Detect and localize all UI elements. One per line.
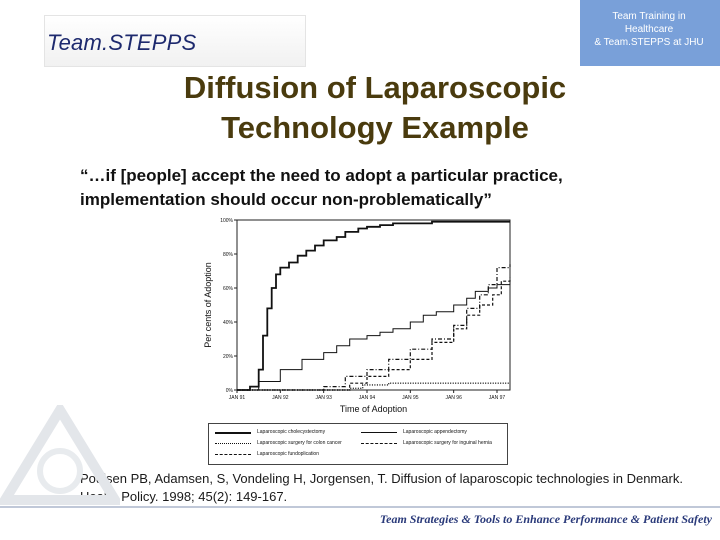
legend-label-cholecystectomy: Laparoscopic cholecystectomy	[257, 429, 326, 435]
chart-legend: Laparoscopic cholecystectomy Laparoscopi…	[208, 423, 508, 465]
corner-line-2: Healthcare	[624, 24, 674, 35]
x-tick-label: JAN 97	[489, 395, 506, 401]
legend-swatch-fundoplication	[215, 454, 251, 455]
y-tick-label: 20%	[223, 354, 234, 360]
triangle-logo-shape	[0, 405, 120, 505]
slide-title-line-1: Diffusion of Laparoscopic	[183, 70, 567, 105]
y-tick-label: 40%	[223, 320, 234, 326]
triangle-logo-watermark	[0, 405, 120, 505]
corner-line-1: Team Training in	[612, 11, 686, 22]
footer-tagline: Team Strategies & Tools to Enhance Perfo…	[379, 512, 712, 526]
y-tick-label: 100%	[220, 218, 233, 224]
chart-labels-layer: 0% 20% 40% 60% 80% 100% JAN 91 JAN 92 JAN 93 JAN …	[203, 218, 505, 414]
legend-label-colon-cancer: Laparoscopic surgery for colon cancer	[257, 440, 342, 446]
y-tick-label: 0%	[226, 388, 234, 394]
series-line-4	[237, 264, 511, 391]
legend-label-fundoplication: Laparoscopic fundoplication	[257, 451, 319, 457]
series-line-5	[237, 277, 511, 391]
chart-series-layer	[237, 220, 511, 391]
y-axis-label: Per cents of Adoption	[203, 262, 213, 348]
x-tick-label: JAN 93	[315, 395, 332, 401]
footer-divider	[0, 506, 720, 508]
legend-label-inguinal-hernia: Laparoscopic surgery for inguinal hernia	[403, 440, 492, 446]
legend-swatch-inguinal-hernia	[361, 443, 397, 444]
x-tick-label: JAN 95	[402, 395, 419, 401]
x-tick-label: JAN 96	[445, 395, 462, 401]
legend-swatch-cholecystectomy	[215, 432, 251, 434]
brand-logo-text: Team.STEPPS	[47, 30, 197, 55]
header-box	[44, 15, 306, 67]
corner-banner-text: Team Training in Healthcare & Team.STEPP…	[580, 10, 718, 49]
legend-swatch-colon-cancer	[215, 443, 251, 444]
series-line-3	[237, 382, 510, 391]
chart-axes	[234, 219, 511, 393]
quote-text: “…if [people] accept the need to adopt a…	[80, 166, 563, 209]
adoption-chart: 0% 20% 40% 60% 80% 100% JAN 91 JAN 92 JAN 93 JAN …	[203, 218, 511, 414]
legend-label-appendectomy: Laparoscopic appendectomy	[403, 429, 467, 435]
slide-title-line-2: Technology Example	[221, 110, 529, 145]
triangle-logo-circle	[37, 448, 83, 494]
legend-swatch-appendectomy	[361, 432, 397, 433]
x-axis-label: Time of Adoption	[340, 404, 407, 414]
x-tick-label: JAN 91	[229, 395, 246, 401]
series-line-1	[237, 220, 510, 391]
citation-text: Poulsen PB, Adamsen, S, Vondeling H, Jor…	[80, 471, 683, 504]
series-line-2	[237, 281, 511, 391]
slide-title: Diffusion of Laparoscopic Technology Exa…	[90, 68, 660, 148]
x-tick-label: JAN 94	[359, 395, 376, 401]
y-tick-label: 80%	[223, 252, 234, 258]
corner-line-3: & Team.STEPPS at JHU	[594, 37, 704, 48]
corner-banner	[580, 0, 720, 66]
plot-frame	[236, 219, 511, 391]
x-tick-label: JAN 92	[272, 395, 289, 401]
y-tick-label: 60%	[223, 286, 234, 292]
